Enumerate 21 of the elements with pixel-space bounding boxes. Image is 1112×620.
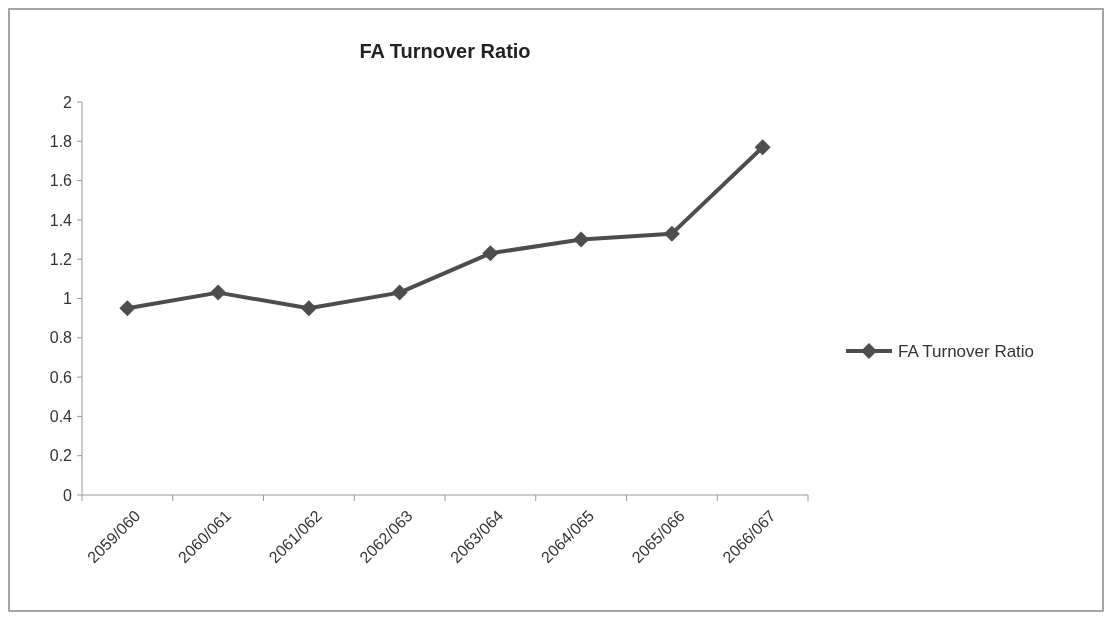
point (754, 139, 771, 156)
point (119, 300, 136, 317)
y-tick-label: 2 (63, 93, 73, 111)
point (482, 245, 499, 262)
y-tick-label: 1 (63, 290, 73, 308)
point (391, 284, 408, 301)
y-tick-label: 0.8 (49, 329, 73, 347)
y-tick-label: 0.2 (49, 447, 73, 465)
point (210, 284, 227, 301)
y-tick-label: 1.2 (49, 250, 73, 268)
point (573, 231, 590, 248)
y-tick-label: 1.6 (49, 172, 73, 190)
y-tick-label: 0.4 (49, 408, 73, 425)
y-tick-label: 1.4 (49, 211, 73, 229)
y-tick-label: 1.8 (49, 132, 73, 150)
y-tick-label: 0 (63, 486, 73, 504)
point (663, 225, 680, 242)
point (300, 300, 317, 317)
legend-label: FA Turnover Ratio (898, 341, 1035, 361)
y-tick-label: 0.6 (49, 368, 73, 386)
chart-title: FA Turnover Ratio (359, 40, 531, 62)
